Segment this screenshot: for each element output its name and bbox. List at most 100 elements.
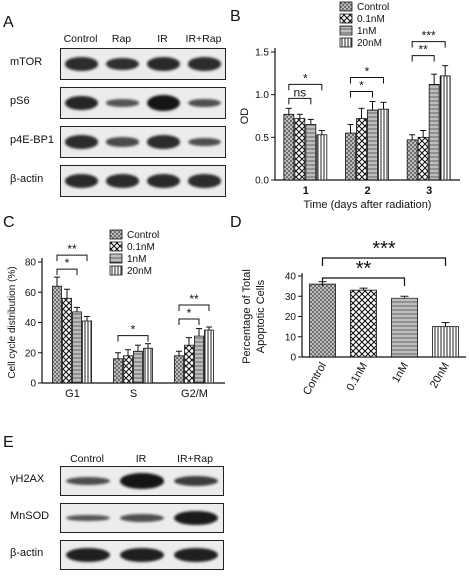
legend-label: 20nM [127,266,152,277]
blot-band [146,174,181,188]
y-tick-label: 10 [285,332,297,343]
bar [82,320,92,384]
bar [283,113,295,181]
blot-row-label: β-actin [10,547,44,559]
significance-bracket [178,304,210,312]
legend-swatch [109,241,123,252]
significance-label: * [303,71,308,85]
y-tick-label: 0 [30,379,36,390]
significance-bracket [411,55,435,62]
blot-band [187,98,222,108]
x-tick-label: Control [301,361,329,398]
blot-band [173,548,219,562]
significance-bracket [321,277,406,286]
significance-label: *** [372,238,396,260]
y-tick-label: 20 [285,312,297,323]
x-tick-label: S [130,388,137,400]
legend-label: 20nM [357,38,382,49]
panel-letter-c: C [3,214,15,231]
chart-d-apoptosis-bar-chart: 0 10 20 30 40 Control 0.1nM 1nM 20nM ***** Percent… [241,238,466,398]
legend-label: Control [357,2,389,13]
significance-label: ** [67,242,77,256]
bar [391,297,418,358]
x-tick-label: 3 [426,185,432,197]
blot-band [173,475,219,486]
significance-label: * [187,306,192,320]
bar [184,344,194,384]
bar [432,326,459,358]
blot-band [65,514,111,522]
bar [52,285,62,384]
bar [113,358,123,384]
bar [428,84,440,181]
bar [439,75,451,181]
panel-letter-a: A [3,14,14,31]
bar [294,118,306,181]
bar [406,139,418,181]
blot-band [65,548,111,562]
legend-swatch [339,13,353,24]
significance-label: ** [356,258,372,280]
lane-label: Control [63,33,98,45]
bar [417,136,429,181]
legend-swatch [109,253,123,264]
legend-swatch [339,25,353,36]
legend-swatch [109,265,123,276]
blot-band [105,174,140,188]
significance-label: ** [189,292,199,306]
x-tick-label: 20nM [428,361,452,391]
bar [204,329,214,384]
lane-label: IR+Rap [185,33,222,45]
bar [194,335,204,384]
y-tick-label: 0 [290,353,296,364]
significance-bracket [56,254,88,262]
significance-bracket [56,268,78,276]
legend-label: Control [127,230,159,241]
blot-row-label: mTOR [10,56,43,68]
x-tick-label: 0.1nM [344,361,370,393]
blot-strip [60,165,226,197]
bar [309,283,336,358]
legend-swatch [339,37,353,48]
lane-label: IR+Rap [177,453,213,465]
significance-bracket [350,76,384,84]
bar [356,118,367,181]
blot-band [187,174,222,188]
y-tick-label: 40 [285,272,297,283]
blot-row-label: β-actin [10,173,44,185]
blot-strip [60,87,226,119]
bar [316,134,328,181]
blot-strip [60,503,224,533]
y-tick-label: 1.5 [255,48,269,59]
legend-label: 1nM [127,254,146,265]
significance-label: * [365,64,370,78]
lane-label: Rap [111,33,132,45]
blot-band [65,477,111,485]
blot-strip [60,48,226,80]
y-tick-label: 40 [25,318,37,329]
bar [367,109,378,181]
significance-label: *** [422,29,436,43]
blot-band [64,95,99,110]
bar [305,124,317,181]
blot-row-label: γH2AX [10,473,45,485]
chart-b-od-bar-chart: 0.00.51.01.51 2 3ns********Control0.1nM1nM… [239,1,460,211]
significance-label: * [131,323,136,337]
significance-bracket [288,83,323,91]
y-axis-title: Apoptotic Cells [255,279,267,353]
blot-band [146,57,181,71]
significance-label: * [359,78,364,92]
bar [143,347,153,384]
significance-bracket [321,257,447,266]
significance-bracket [117,335,149,342]
panel-letter-e: E [3,434,14,451]
bar [345,132,356,181]
blot-band [119,514,165,522]
blot-band [146,135,181,149]
significance-bracket [350,90,373,98]
blot-band [119,473,165,489]
blot-band [64,174,99,188]
blot-strip [60,466,224,496]
legend-swatch [109,229,123,240]
